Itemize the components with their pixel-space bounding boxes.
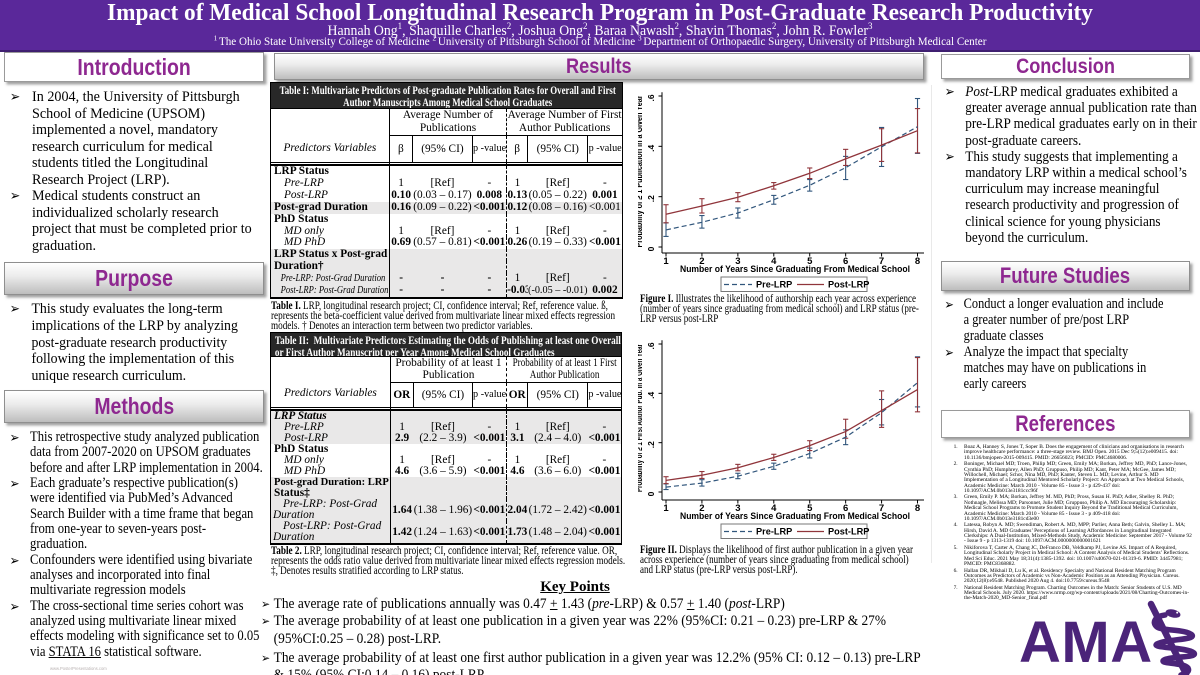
- svg-text:5: 5: [807, 256, 813, 267]
- svg-text:6: 6: [843, 256, 848, 267]
- svg-text:5: 5: [807, 503, 813, 514]
- svg-text:1: 1: [663, 503, 669, 514]
- svg-text:Pre-LRP: Pre-LRP: [756, 280, 792, 290]
- svg-text:0: 0: [646, 246, 656, 251]
- svg-text:2: 2: [699, 256, 704, 267]
- svg-text:Post-LRP: Post-LRP: [828, 280, 869, 290]
- svg-text:Pre-LRP: Pre-LRP: [756, 527, 792, 537]
- svg-text:6: 6: [843, 503, 848, 514]
- svg-text:Number of Years Since Graduati: Number of Years Since Graduating From Me…: [680, 511, 910, 521]
- svg-text:Post-LRP: Post-LRP: [828, 527, 869, 537]
- svg-text:7: 7: [879, 256, 884, 267]
- svg-text:4: 4: [771, 503, 777, 514]
- svg-text:.2: .2: [646, 195, 656, 202]
- svg-text:Probability of ≥ 1 Publication: Probability of ≥ 1 Publication in a Give…: [638, 95, 644, 247]
- svg-text:.4: .4: [646, 392, 656, 399]
- svg-text:.2: .2: [646, 441, 656, 448]
- svg-text:3: 3: [735, 256, 740, 267]
- svg-text:8: 8: [915, 256, 920, 267]
- svg-text:7: 7: [879, 503, 884, 514]
- svg-text:Probability of ≥ 1 First Autho: Probability of ≥ 1 First Author Pub. in …: [638, 344, 644, 492]
- svg-text:1: 1: [663, 256, 669, 267]
- svg-text:.6: .6: [646, 342, 656, 349]
- svg-text:3: 3: [735, 503, 740, 514]
- svg-text:2: 2: [699, 503, 704, 514]
- svg-text:.4: .4: [646, 145, 656, 152]
- svg-text:8: 8: [915, 503, 920, 514]
- svg-text:0: 0: [646, 491, 656, 496]
- svg-text:4: 4: [771, 256, 777, 267]
- svg-text:Number of Years Since Graduati: Number of Years Since Graduating From Me…: [680, 264, 910, 274]
- svg-text:.6: .6: [646, 94, 656, 101]
